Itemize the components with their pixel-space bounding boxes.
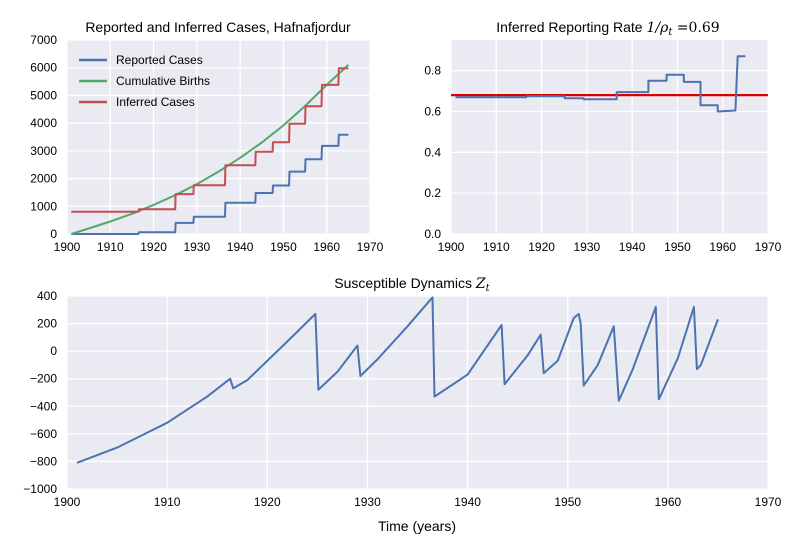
y-tick-label: 7000 (30, 33, 57, 47)
susceptible-grid (66, 295, 769, 490)
cases-x-ticks: 1900 1910 1920 1930 1940 1950 1960 1970 (54, 240, 384, 254)
rate-title-math: 1/ρ (646, 20, 669, 36)
cases-grid (66, 39, 371, 235)
legend-label-inferred-cases: Inferred Cases (116, 95, 195, 109)
y-tick-label: 0.0 (424, 227, 441, 241)
rate-title-value: =0.69 (672, 20, 719, 36)
susceptible-panel: 1900 1910 1920 1930 1940 1950 1960 1970 −1000 −8… (23, 275, 781, 534)
rate-panel: 1900 1910 1920 1930 1940 1950 1960 1970 0.00.20… (424, 19, 781, 254)
legend-label-cumulative-births: Cumulative Births (116, 74, 210, 88)
y-tick-label: 0.4 (424, 145, 441, 159)
susceptible-title: Susceptible Dynamics Zt (334, 275, 490, 294)
cases-panel: 1900 1910 1920 1930 1940 1950 1960 1970 0 1000 20… (30, 19, 383, 254)
rate-series (451, 55, 768, 113)
x-tick-label: 1900 (54, 240, 81, 254)
susceptible-x-label: Time (years) (378, 518, 456, 534)
x-tick-label: 1940 (454, 495, 481, 509)
x-tick-label: 1910 (97, 240, 124, 254)
cases-legend: Reported Cases Cumulative Births Inferre… (79, 53, 210, 109)
rate-grid (450, 40, 769, 235)
series-line-susceptible-series-0 (76, 296, 719, 464)
x-tick-label: 1960 (313, 240, 340, 254)
y-tick-label: 0 (50, 344, 57, 358)
susceptible-title-text: Susceptible Dynamics (334, 275, 472, 291)
x-tick-label: 1960 (655, 495, 682, 509)
x-tick-label: 1930 (574, 240, 601, 254)
rate-y-ticks: 0.0 0.2 0.4 0.6 0.8 (424, 64, 441, 241)
susceptible-series (76, 296, 719, 464)
rate-plot-area (451, 40, 768, 234)
cases-series (70, 64, 350, 235)
cases-y-ticks: 0 1000 2000 3000 4000 5000 6000 7000 (30, 33, 57, 241)
susceptible-title-math-sub: t (486, 283, 491, 294)
rate-title: Inferred Reporting Rate 1/ρt =0.69 (496, 19, 719, 38)
series-line-rate-series-0 (455, 55, 746, 113)
x-tick-label: 1970 (357, 240, 384, 254)
y-tick-label: −200 (30, 372, 57, 386)
y-tick-label: 1000 (30, 199, 57, 213)
x-tick-label: 1940 (227, 240, 254, 254)
x-tick-label: 1950 (664, 240, 691, 254)
y-tick-label: 4000 (30, 116, 57, 130)
y-tick-label: 0 (50, 227, 57, 241)
y-tick-label: −600 (30, 427, 57, 441)
x-tick-label: 1970 (755, 495, 782, 509)
series-line-reported-cases (71, 133, 349, 235)
x-tick-label: 1970 (755, 240, 782, 254)
x-tick-label: 1960 (709, 240, 736, 254)
y-tick-label: 0.2 (424, 186, 441, 200)
x-tick-label: 1930 (354, 495, 381, 509)
y-tick-label: −400 (30, 399, 57, 413)
x-tick-label: 1900 (54, 495, 81, 509)
y-tick-label: 200 (37, 317, 57, 331)
x-tick-label: 1950 (270, 240, 297, 254)
rate-title-text: Inferred Reporting Rate (496, 19, 643, 35)
x-tick-label: 1930 (184, 240, 211, 254)
rate-title-math-sub: t (668, 27, 673, 38)
x-tick-label: 1910 (154, 495, 181, 509)
x-tick-label: 1920 (254, 495, 281, 509)
y-tick-label: 0.6 (424, 104, 441, 118)
cases-title: Reported and Inferred Cases, Hafnafjordu… (85, 19, 351, 35)
cases-plot-area (67, 40, 370, 234)
y-tick-label: 400 (37, 289, 57, 303)
y-tick-label: −800 (30, 454, 57, 468)
rate-x-ticks: 1900 1910 1920 1930 1940 1950 1960 1970 (438, 240, 782, 254)
susceptible-x-ticks: 1900 1910 1920 1930 1940 1950 1960 1970 (54, 495, 782, 509)
legend-label-reported-cases: Reported Cases (116, 53, 203, 67)
y-tick-label: 5000 (30, 88, 57, 102)
y-tick-label: 3000 (30, 144, 57, 158)
x-tick-label: 1910 (483, 240, 510, 254)
susceptible-plot-area (67, 296, 768, 489)
susceptible-y-ticks: −1000 −800 −600 −400 −200 0 200 400 (23, 289, 57, 496)
x-tick-label: 1920 (528, 240, 555, 254)
x-tick-label: 1940 (619, 240, 646, 254)
y-tick-label: 0.8 (424, 64, 441, 78)
x-tick-label: 1920 (140, 240, 167, 254)
x-tick-label: 1950 (554, 495, 581, 509)
y-tick-label: −1000 (23, 482, 57, 496)
series-line-cumulative-births (70, 64, 350, 235)
y-tick-label: 2000 (30, 172, 57, 186)
x-tick-label: 1900 (438, 240, 465, 254)
y-tick-label: 6000 (30, 61, 57, 75)
series-line-inferred-cases (71, 67, 349, 213)
susceptible-title-math: Z (475, 276, 486, 292)
